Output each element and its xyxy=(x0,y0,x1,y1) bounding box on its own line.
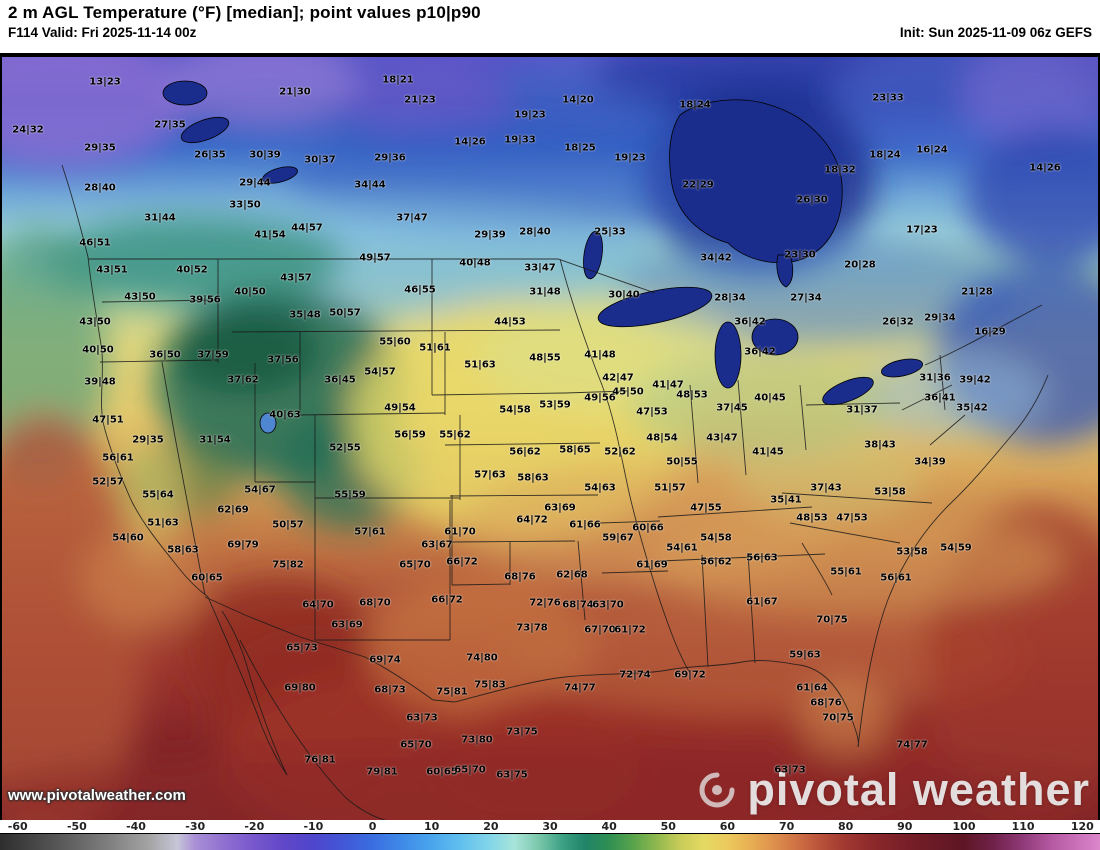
colorbar-tick-label: 70 xyxy=(778,820,795,833)
state-line xyxy=(781,492,933,504)
state-line xyxy=(431,392,566,396)
colorbar-ticks: -60 -50 -40 -30 -20 -10 0 10 20 30 40 50 60 70 80 90 100… xyxy=(0,820,1100,833)
watermark-url: www.pivotalweather.com xyxy=(8,787,186,804)
colorbar-tick-label: 100 xyxy=(952,820,976,833)
colorbar-tick-label: 80 xyxy=(838,820,854,833)
state-line xyxy=(231,329,561,333)
state-line xyxy=(789,522,901,544)
atlantic-coast xyxy=(857,374,1049,748)
coastlines-and-borders xyxy=(61,164,1049,822)
state-line xyxy=(805,402,901,406)
baja-east-coast xyxy=(221,610,288,776)
mississippi-river-border xyxy=(559,258,691,674)
brand-watermark: pivotal weather xyxy=(697,764,1090,816)
map-area: www.pivotalweather.com pivotal weather xyxy=(0,53,1100,822)
state-line xyxy=(939,354,946,411)
lake-erie xyxy=(822,376,874,406)
state-line xyxy=(99,359,219,363)
colorbar-tick-label: 0 xyxy=(368,820,377,833)
state-line xyxy=(601,570,669,574)
state-line xyxy=(564,390,628,394)
state-line xyxy=(737,379,747,476)
colorbar-tick-label: -20 xyxy=(244,820,265,833)
brand-text: pivotal weather xyxy=(747,764,1090,815)
state-line xyxy=(451,583,511,586)
colorbar-tick-label: 50 xyxy=(660,820,676,833)
us-mexico-border xyxy=(204,596,456,703)
state-line xyxy=(657,506,813,518)
colorbar-tick-label: 110 xyxy=(1011,820,1035,833)
great-salt-lake xyxy=(259,412,277,434)
state-line xyxy=(689,384,699,484)
colorbar-tick-label: -40 xyxy=(126,820,146,833)
state-line xyxy=(747,552,756,664)
colorbar-tick-label: 120 xyxy=(1070,820,1094,833)
colorbar-tick-label: 40 xyxy=(601,820,617,833)
great-slave-lake xyxy=(180,116,230,144)
great-bear-lake xyxy=(162,80,208,106)
state-line xyxy=(801,542,833,596)
titlebar: 2 m AGL Temperature (°F) [median]; point… xyxy=(0,0,1100,53)
mexico-west-coast xyxy=(239,639,393,822)
colorbar-tick-label: -30 xyxy=(185,820,206,833)
us-canada-border xyxy=(88,258,656,294)
lake-ontario xyxy=(880,358,924,378)
gulf-coast xyxy=(454,660,859,748)
baja-west-coast xyxy=(207,596,288,776)
colorbar-tick-label: -10 xyxy=(303,820,324,833)
state-line xyxy=(799,384,807,451)
colorbar-gradient xyxy=(0,833,1100,850)
init-time-label: Init: Sun 2025-11-09 06z GEFS xyxy=(899,25,1092,40)
lake-winnipeg xyxy=(583,230,603,280)
map-title: 2 m AGL Temperature (°F) [median]; point… xyxy=(8,3,481,22)
colorbar-tick-label: 30 xyxy=(542,820,558,833)
state-line xyxy=(929,414,966,446)
st-lawrence-border xyxy=(924,304,1043,366)
state-line xyxy=(451,540,576,543)
state-line xyxy=(901,384,953,411)
colorbar-tick-label: 10 xyxy=(424,820,440,833)
hudson-bay xyxy=(669,99,843,264)
state-line xyxy=(701,554,709,668)
lake-huron xyxy=(751,318,799,356)
colorbar-tick-label: -50 xyxy=(66,820,87,833)
state-line xyxy=(444,442,601,446)
valid-time-label: F114 Valid: Fri 2025-11-14 00z xyxy=(8,25,197,40)
colorbar-tick-label: 60 xyxy=(719,820,736,833)
state-line xyxy=(161,361,206,596)
temperature-field xyxy=(0,55,1100,822)
state-line xyxy=(449,494,599,497)
state-line xyxy=(659,553,826,562)
colorbar: -60 -50 -40 -30 -20 -10 0 10 20 30 40 50 60 70 80 90 100… xyxy=(0,820,1100,850)
time-bar: F114 Valid: Fri 2025-11-14 00z Init: Sun… xyxy=(0,23,1100,40)
lake-michigan xyxy=(714,321,742,389)
pivotal-logo-icon xyxy=(699,772,735,808)
james-bay xyxy=(776,254,794,288)
lake-superior xyxy=(597,286,713,328)
water-bodies xyxy=(162,80,924,434)
colorbar-tick-label: 20 xyxy=(483,820,499,833)
state-line xyxy=(577,540,586,621)
state-line xyxy=(299,412,446,416)
colorbar-tick-label: -60 xyxy=(7,820,28,833)
state-line xyxy=(599,520,661,524)
state-line xyxy=(101,299,219,303)
pacific-coast xyxy=(61,164,209,598)
colorbar-tick-label: 90 xyxy=(897,820,913,833)
lake-athabasca xyxy=(262,166,298,184)
